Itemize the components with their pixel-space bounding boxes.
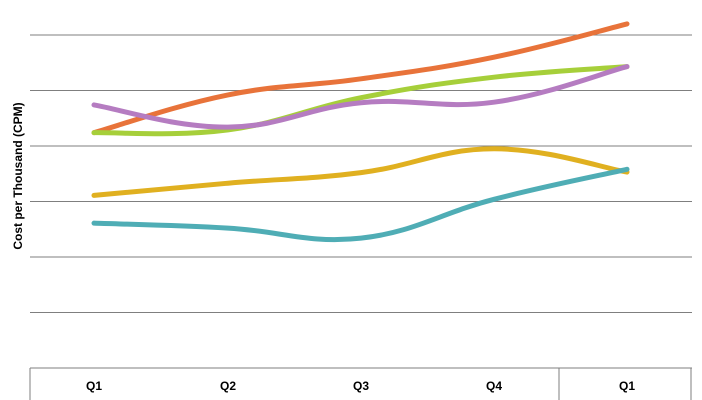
x-tick-label: Q3	[353, 379, 369, 393]
x-tick-labels: Q1 Q2 Q3 Q4 Q1	[86, 379, 635, 393]
x-tick-label: Q1	[86, 379, 102, 393]
x-tick-label: Q2	[220, 379, 236, 393]
series-line-5	[91, 166, 630, 243]
x-tick-label: Q1	[619, 379, 635, 393]
series-line-1	[91, 21, 630, 136]
series-line-3	[91, 64, 630, 130]
series-lines	[91, 21, 630, 243]
x-tick-label: Q4	[486, 379, 502, 393]
gridlines	[30, 34, 692, 313]
y-axis-label: Cost per Thousand (CPM)	[11, 102, 25, 249]
series-line-2	[91, 64, 630, 137]
x-axis	[29, 367, 692, 400]
series-line-4	[91, 146, 630, 198]
